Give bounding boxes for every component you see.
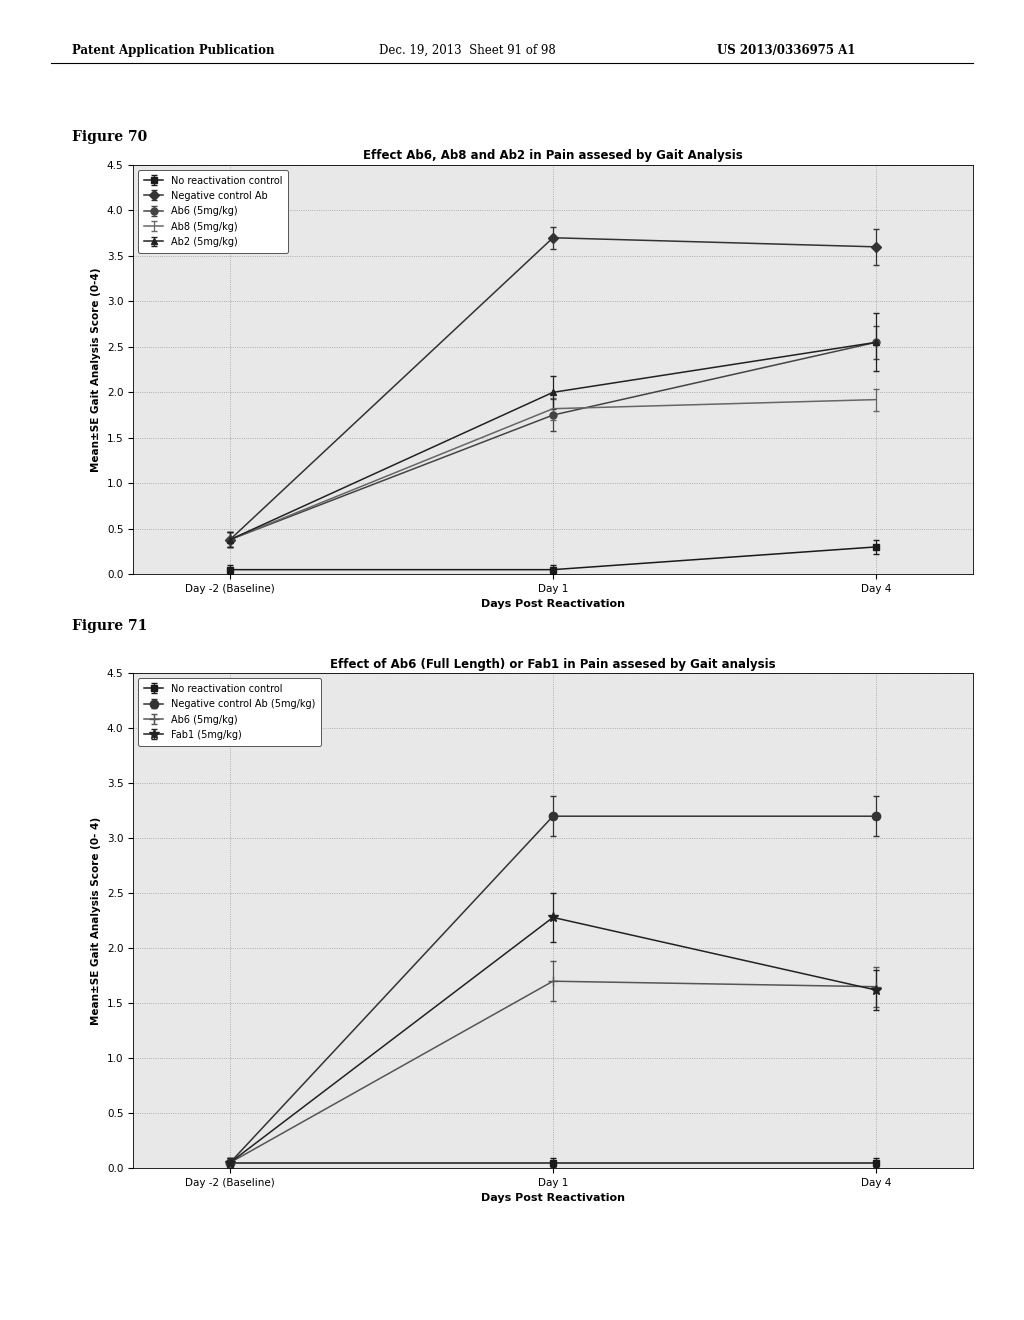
Y-axis label: Mean±SE Gait Analysis Score (0-4): Mean±SE Gait Analysis Score (0-4) [91, 268, 101, 471]
Legend: No reactivation control, Negative control Ab (5mg/kg), Ab6 (5mg/kg), Fab1 (5mg/k: No reactivation control, Negative contro… [138, 678, 322, 746]
Legend: No reactivation control, Negative control Ab, Ab6 (5mg/kg), Ab8 (5mg/kg), Ab2 (5: No reactivation control, Negative contro… [138, 170, 289, 253]
Text: Figure 70: Figure 70 [72, 131, 146, 144]
Text: Dec. 19, 2013  Sheet 91 of 98: Dec. 19, 2013 Sheet 91 of 98 [379, 44, 556, 57]
Text: Patent Application Publication: Patent Application Publication [72, 44, 274, 57]
Text: Figure 71: Figure 71 [72, 619, 147, 632]
Text: US 2013/0336975 A1: US 2013/0336975 A1 [717, 44, 855, 57]
X-axis label: Days Post Reactivation: Days Post Reactivation [481, 599, 625, 610]
X-axis label: Days Post Reactivation: Days Post Reactivation [481, 1193, 625, 1204]
Title: Effect of Ab6 (Full Length) or Fab1 in Pain assesed by Gait analysis: Effect of Ab6 (Full Length) or Fab1 in P… [330, 657, 776, 671]
Title: Effect Ab6, Ab8 and Ab2 in Pain assesed by Gait Analysis: Effect Ab6, Ab8 and Ab2 in Pain assesed … [364, 149, 742, 162]
Y-axis label: Mean±SE Gait Analysis Score (0- 4): Mean±SE Gait Analysis Score (0- 4) [91, 817, 101, 1024]
